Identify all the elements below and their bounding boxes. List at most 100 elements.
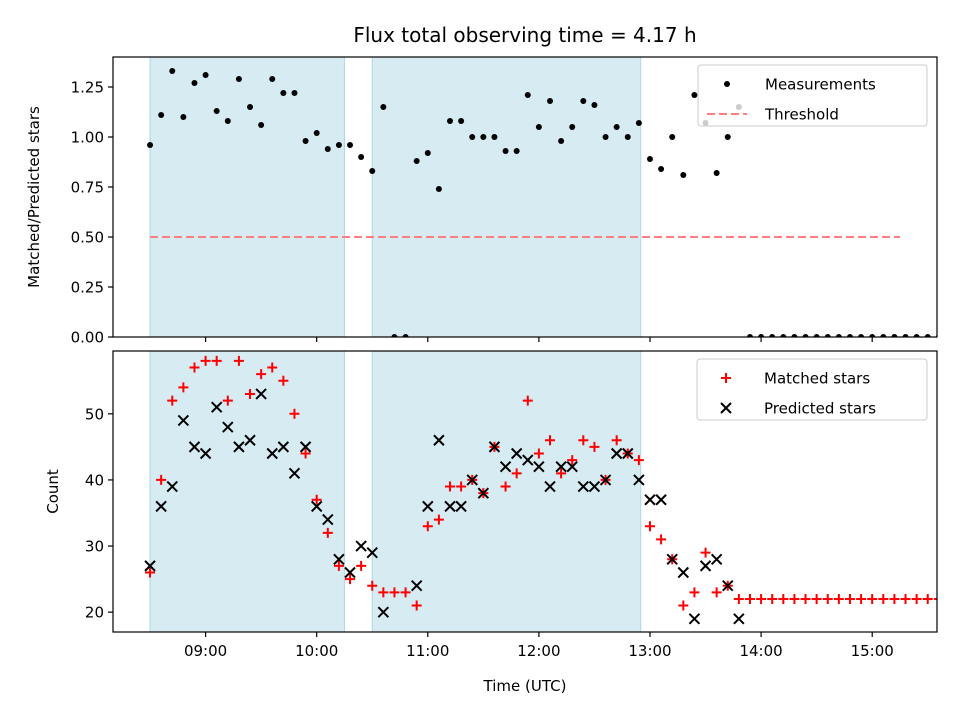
matched-star-point [911, 593, 922, 604]
measurement-point [202, 72, 209, 78]
matched-star-point [856, 593, 867, 604]
matched-star-point [578, 435, 589, 446]
matched-star-point [245, 388, 256, 399]
matched-star-point [200, 355, 211, 366]
predicted-star-point [644, 494, 656, 506]
measurement-point [902, 334, 909, 337]
measurement-point [191, 80, 198, 86]
matched-star-point [167, 395, 178, 406]
measurement-point [846, 334, 853, 337]
plot-area [147, 68, 937, 337]
matched-star-point [256, 369, 267, 380]
predicted-star-point [633, 474, 645, 486]
measurement-point [413, 158, 420, 164]
predicted-star-point [699, 560, 712, 572]
plot-area [144, 355, 937, 625]
measurement-point [713, 170, 720, 176]
matched-star-point [300, 448, 311, 459]
matched-star-point [311, 494, 322, 505]
predicted-star-point [410, 580, 423, 592]
matched-star-point [445, 481, 456, 492]
measurement-point [169, 68, 176, 74]
predicted-star-point [299, 441, 312, 453]
measurement-point [435, 186, 442, 192]
y-tick-label: 20 [85, 604, 104, 622]
axes-frame [112, 350, 938, 633]
measurement-point [658, 166, 665, 172]
measurement-point [280, 90, 287, 96]
measurement-point [913, 334, 920, 337]
predicted-star-point [177, 414, 190, 427]
matched-star-point [522, 395, 533, 406]
matched-star-point [189, 362, 200, 373]
predicted-star-point [199, 447, 212, 460]
matched-star-point [378, 587, 389, 598]
matched-star-point [289, 408, 300, 419]
measurement-point [480, 134, 487, 140]
measurement-point [258, 122, 265, 128]
measurement-point [880, 334, 887, 337]
predicted-star-point [288, 467, 301, 480]
measurement-point [158, 112, 165, 118]
matched-star-point [511, 468, 522, 479]
predicted-star-point [155, 500, 167, 513]
measurement-point [591, 102, 598, 108]
axes-frame [112, 56, 938, 338]
predicted-star-point [277, 441, 290, 453]
matched-star-point [689, 587, 700, 598]
measurement-point [469, 134, 476, 140]
matched-star-point [922, 593, 933, 604]
predicted-star-point [210, 401, 223, 413]
matched-star-point [345, 574, 356, 585]
matched-star-point [778, 593, 789, 604]
predicted-star-point [522, 454, 534, 466]
y-tick-label: 1.00 [71, 129, 104, 147]
measurement-point [891, 334, 898, 337]
predicted-star-point [433, 434, 445, 446]
matched-star-point [267, 362, 278, 373]
matched-star-point [589, 441, 600, 452]
predicted-star-point [144, 560, 156, 572]
predicted-star-point [333, 553, 345, 565]
matched-star-point [678, 600, 689, 611]
y-tick-label: 1.25 [71, 79, 104, 97]
measurement-point [513, 148, 520, 154]
predicted-star-point [733, 613, 745, 625]
x-axis-label: Time (UTC) [483, 677, 567, 695]
y-tick-label: 50 [85, 405, 104, 423]
y-tick-label: 40 [85, 471, 104, 489]
predicted-star-point [666, 553, 678, 565]
predicted-star-point [344, 566, 356, 579]
matched-star-point [767, 593, 778, 604]
measurement-point [546, 98, 553, 104]
predicted-star-point [310, 500, 323, 513]
matched-star-point [145, 567, 156, 578]
legend-box [697, 64, 928, 127]
counts-panel: 09:00 10:00 11:00 12:00 13:00 14:00 15:00 20 30 4… [44, 350, 938, 695]
measurement-point [424, 150, 431, 156]
matched-star-point [567, 455, 578, 466]
measurement-point [302, 138, 309, 144]
measurement-point [380, 104, 387, 110]
predicted-star-point [544, 480, 556, 493]
measurement-point [824, 334, 831, 337]
measurement-point [624, 134, 631, 140]
matched-star-point [500, 481, 511, 492]
x-tick-label: 09:00 [184, 642, 227, 660]
observing-interval-2 [371, 56, 642, 338]
measurement-point [269, 76, 276, 82]
matched-star-point [456, 481, 467, 492]
measurement-point [802, 334, 809, 337]
predicted-star-point [233, 441, 245, 453]
predicted-star-point [266, 447, 278, 460]
measurement-point [213, 108, 220, 114]
measurement-point [646, 156, 653, 162]
matched-star-point [422, 521, 433, 532]
predicted-star-point [599, 474, 612, 486]
matched-star-point [756, 593, 767, 604]
measurement-point [669, 134, 676, 140]
x-tick-label: 14:00 [739, 642, 782, 660]
measurement-point [491, 134, 498, 140]
matched-star-point [811, 593, 822, 604]
